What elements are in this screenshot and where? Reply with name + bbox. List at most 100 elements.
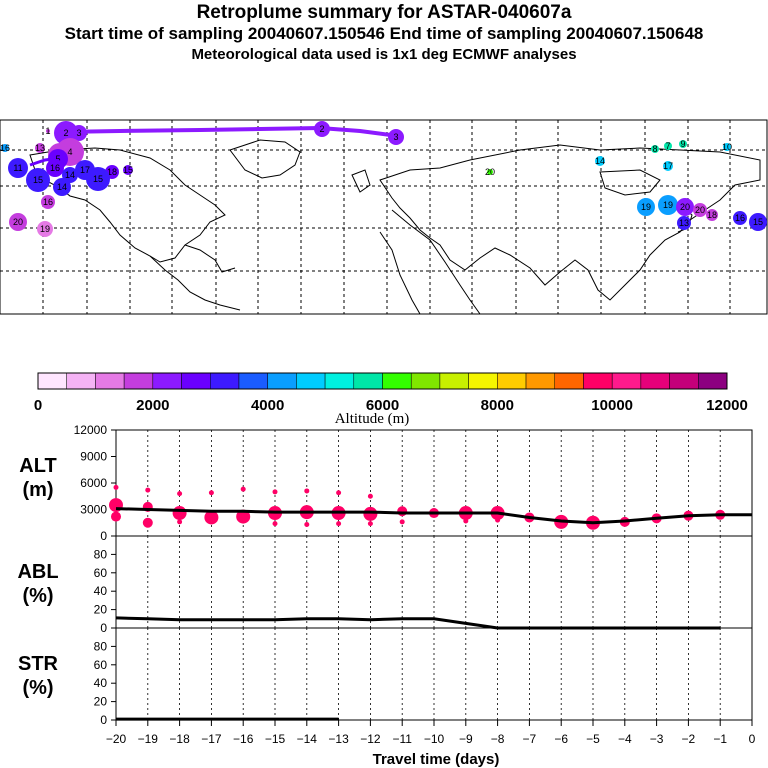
plume-marker xyxy=(86,167,110,191)
x-tick-label: 0 xyxy=(749,732,756,746)
plume-marker xyxy=(595,156,605,166)
x-tick-label: −16 xyxy=(233,732,254,746)
panel-label-name: ALT xyxy=(19,455,56,477)
plume-marker xyxy=(487,169,493,175)
plume-marker xyxy=(26,168,50,192)
altitude-point xyxy=(463,518,469,524)
plume-marker-label: 8 xyxy=(652,144,657,154)
colorbar-swatch xyxy=(611,372,642,390)
colorbar-swatch xyxy=(66,372,96,390)
plume-marker-label: 16 xyxy=(0,143,10,153)
plume-marker xyxy=(123,165,133,175)
y-tick-label: 20 xyxy=(94,695,108,709)
plume-marker-label: 17 xyxy=(80,165,90,175)
colorbar-frame xyxy=(37,372,728,390)
plume-centroid-markers: 2323545116111715161414161920181515131419… xyxy=(0,121,767,237)
colorbar-swatch xyxy=(152,372,182,390)
colorbar-tick-label: 4000 xyxy=(251,397,284,414)
plume-marker xyxy=(723,143,731,151)
panel-label-unit: (%) xyxy=(22,677,53,699)
colorbar-swatch xyxy=(669,372,699,390)
plume-marker-label: 15 xyxy=(753,217,763,227)
colorbar-tick-label: 6000 xyxy=(366,397,399,414)
plume-marker-label: 18 xyxy=(107,167,117,177)
x-tick-label: −10 xyxy=(424,732,445,746)
colorbar-swatch xyxy=(296,372,326,390)
colorbar-swatch xyxy=(554,372,584,390)
colorbar-swatch xyxy=(439,372,469,390)
time-series-panels: 120009000600030000ALT(m)806040200ABL(%)8… xyxy=(17,423,755,746)
altitude-point xyxy=(397,506,408,517)
altitude-point xyxy=(240,486,246,492)
altitude-point xyxy=(208,490,214,496)
y-tick-label: 3000 xyxy=(80,503,107,517)
x-tick-label: −13 xyxy=(328,732,349,746)
plume-marker-label: 20 xyxy=(680,202,690,212)
plume-marker xyxy=(53,178,71,196)
x-tick-label: −4 xyxy=(618,732,632,746)
y-tick-label: 9000 xyxy=(80,450,107,464)
plume-marker-label: 14 xyxy=(65,170,75,180)
meteorological-data-line: Meteorological data used is 1x1 deg ECMW… xyxy=(191,46,577,63)
colorbar-swatch xyxy=(468,372,498,390)
colorbar-swatch xyxy=(238,372,268,390)
y-tick-label: 0 xyxy=(100,529,107,543)
colorbar-swatch xyxy=(583,372,613,390)
x-tick-label: −2 xyxy=(682,732,696,746)
series-line xyxy=(115,616,721,630)
y-tick-label: 20 xyxy=(94,603,108,617)
x-tick-label: −7 xyxy=(523,732,537,746)
plume-marker-label: 13 xyxy=(35,143,45,153)
x-tick-label: −6 xyxy=(554,732,568,746)
plume-marker-label: 1 xyxy=(45,126,50,136)
colorbar-tick-label: 8000 xyxy=(481,397,514,414)
plume-marker-label: 3 xyxy=(76,128,81,138)
chart-title: Retroplume summary for ASTAR-040607a xyxy=(196,2,572,23)
plume-marker xyxy=(71,125,87,141)
colorbar-tick-labels: 0 2000 4000 6000 8000 10000 12000 xyxy=(34,397,748,414)
plume-marker-label: 2 xyxy=(63,128,68,138)
x-axis-label: Travel time (days) xyxy=(373,751,500,768)
colorbar-tick-label: 2000 xyxy=(136,397,169,414)
y-tick-label: 6000 xyxy=(80,476,107,490)
x-tick-label: −1 xyxy=(713,732,727,746)
colorbar-swatch xyxy=(181,372,211,390)
plume-marker-label: 4 xyxy=(67,147,72,157)
altitude-point xyxy=(336,490,342,496)
altitude-point xyxy=(363,506,378,521)
x-tick-label: −12 xyxy=(360,732,381,746)
x-tick-label: −3 xyxy=(650,732,664,746)
plume-marker-label: 3 xyxy=(393,132,398,142)
colorbar-swatch xyxy=(497,372,527,390)
panel-label-unit: (m) xyxy=(22,479,53,501)
plume-marker xyxy=(388,129,404,145)
plume-marker xyxy=(35,143,45,153)
panel-label-name: ABL xyxy=(17,561,58,583)
altitude-point xyxy=(172,506,187,521)
altitude-point xyxy=(204,510,219,525)
plume-marker xyxy=(37,221,53,237)
plume-marker-label: 7 xyxy=(665,141,670,151)
x-tick-label: −17 xyxy=(201,732,222,746)
panel-alt: 12000 9000 6000 3000 0 ALT(m) xyxy=(19,423,753,543)
altitude-point xyxy=(111,511,121,522)
plume-marker xyxy=(677,216,691,230)
plume-marker-label: 16 xyxy=(735,213,745,223)
plume-marker xyxy=(679,140,687,148)
plume-marker-label: 5 xyxy=(55,154,60,164)
panel-str: 80 60 40 20 0 STR(%) xyxy=(18,627,753,727)
plume-marker xyxy=(46,129,50,133)
y-tick-label: 40 xyxy=(94,584,108,598)
x-tick-label: −14 xyxy=(297,732,318,746)
colorbar-swatch xyxy=(210,372,240,390)
altitude-point xyxy=(336,521,342,527)
plume-marker-label: 19 xyxy=(663,200,673,210)
plume-marker xyxy=(733,211,747,225)
plume-marker-label: 9 xyxy=(680,139,685,149)
y-tick-label: 0 xyxy=(100,621,107,635)
x-tick-label: −15 xyxy=(265,732,286,746)
plume-marker-label: 15 xyxy=(33,175,43,185)
colorbar-swatch xyxy=(525,372,556,390)
panel-label-unit: (%) xyxy=(22,585,53,607)
